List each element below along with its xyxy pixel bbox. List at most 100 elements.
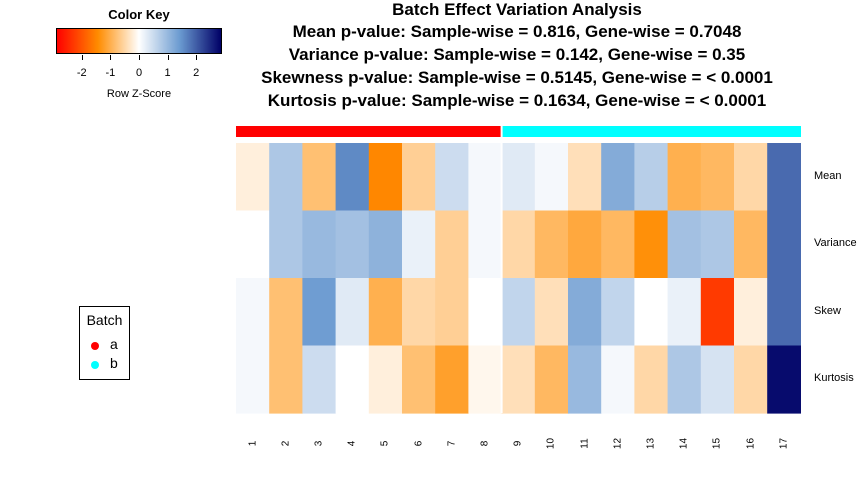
heatmap-cell [534,278,569,347]
column-label: 17 [778,437,790,450]
heatmap-cell [634,278,669,347]
heatmap-cell [634,210,669,279]
color-key-title: Color Key [108,7,170,22]
color-key-xlabel: Row Z-Score [106,88,172,100]
heatmap-cell [402,143,436,212]
heatmap-cell [236,143,270,212]
heatmap-cell [601,143,635,212]
heatmap-cell [302,278,337,347]
heatmap-cell [501,278,536,347]
heatmap-cell [302,210,337,279]
color-key-tick-label: -1 [105,67,116,79]
column-label: 16 [745,437,757,450]
heatmap-cell [269,143,303,212]
color-key-tick-label: 0 [135,67,143,79]
heatmap-cell [700,345,735,414]
heatmap-cell [368,345,403,414]
heatmap-cell [468,345,503,414]
heatmap-cell [534,345,569,414]
heatmap-cell [368,210,403,279]
column-label: 10 [545,437,557,450]
heatmap-cell [734,345,768,414]
heatmap-cell [534,210,569,279]
row-label-skew: Skew [814,304,841,317]
heatmap-cell [302,345,337,414]
heatmap-cell [501,345,536,414]
heatmap-cell [601,210,635,279]
batch-bar-cell [501,126,536,137]
batch-bar-cell [568,126,602,137]
title-line-kurtosis: Kurtosis p-value: Sample-wise = 0.1634, … [267,91,767,110]
heatmap-cell [335,278,370,347]
heatmap-cell [402,210,436,279]
batch-bar-cell [435,126,469,137]
batch-bar-cell [335,126,370,137]
heatmap-cell [435,210,469,279]
heatmap-cell [335,143,370,212]
heatmap-cell [236,345,270,414]
batch-bar-cell [269,126,303,137]
heatmap-cell [568,143,602,212]
batch-bar-cell [236,126,270,137]
heatmap-cell [501,210,536,279]
batch-bar-cell [767,126,801,137]
heatmap-cell [402,345,436,414]
heatmap-cell [368,143,403,212]
legend-title: Batch [86,312,123,328]
color-key-tick-mark [110,55,112,60]
heatmap-cell [667,210,702,279]
color-key-tick-label: 1 [164,67,171,79]
batch-bar-cell [601,126,635,137]
column-label: 9 [512,440,524,447]
heatmap-cell [767,210,801,279]
heatmap-cell [767,345,801,414]
batch-bar-cell [634,126,669,137]
heatmap-cell [269,278,303,347]
color-key-tick-label: 2 [193,67,200,79]
heatmap-cell [236,210,270,279]
batch-bar-cell [667,126,702,137]
heatmap-cell [501,143,536,212]
heatmap-cell [601,345,635,414]
heatmap-cell [734,143,768,212]
legend-dot-a [91,342,99,350]
column-label: 8 [479,440,491,447]
heatmap-cell [468,210,503,279]
heatmap-cell [634,345,669,414]
heatmap-cell [667,345,702,414]
column-label: 6 [413,440,425,447]
heatmap-cell [568,210,602,279]
batch-bar-cell [734,126,768,137]
color-key-tick-label: -2 [76,67,87,79]
heatmap-cell [402,278,436,347]
column-label: 5 [379,440,391,447]
heatmap-cell [302,143,337,212]
column-label: 3 [313,440,325,447]
column-label: 15 [711,437,723,450]
legend-dot-b [91,361,99,369]
batch-bar-cell [402,126,436,137]
column-label: 4 [346,440,358,447]
title-line-mean: Mean p-value: Sample-wise = 0.816, Gene-… [292,22,742,41]
batch-separator [500,126,503,413]
color-key-tick-mark [139,55,140,60]
heatmap-cell [435,278,469,347]
heatmap-cell [601,278,635,347]
batch-legend: Batch a b [79,306,130,380]
heatmap-cell [700,143,735,212]
row-label-variance: Variance [814,237,857,250]
batch-bar-cell [368,126,403,137]
column-label: 1 [247,440,259,447]
heatmap-cell [335,345,370,414]
heatmap-cell [700,210,735,279]
batch-bar-cell [302,126,337,137]
heatmap-cell [767,143,801,212]
legend-label-b: b [110,355,118,371]
column-label: 7 [446,440,458,447]
heatmap-cell [368,278,403,347]
color-key-tick-mark [81,55,83,60]
heatmap-cell [568,278,602,347]
heatmap-cell [269,210,303,279]
heatmap-cell [468,143,503,212]
legend-label-a: a [110,336,118,352]
